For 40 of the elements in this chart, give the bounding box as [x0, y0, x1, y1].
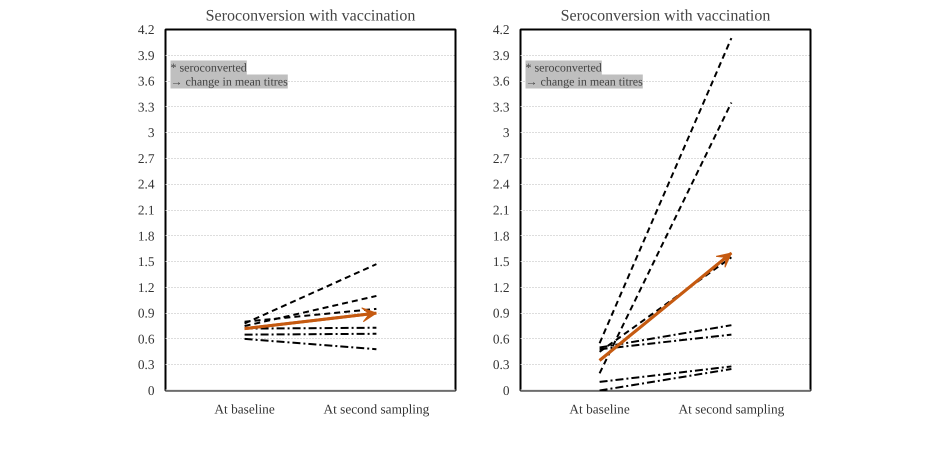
y-tick-label: 1.2: [138, 280, 155, 295]
y-tick-label: 1.8: [492, 228, 510, 244]
y-tick-label: 2.1: [138, 202, 155, 218]
annotation: * seroconverted: [170, 60, 247, 74]
y-tick-label: 0.6: [138, 331, 155, 346]
chart-title: Seroconversion with vaccination: [206, 8, 416, 24]
y-tick-label: 3.3: [138, 99, 155, 114]
y-tick-label: 0.3: [138, 357, 155, 372]
y-tick-label: 0: [148, 383, 155, 398]
y-tick-label: 0.9: [138, 306, 155, 321]
x-tick-label: At baseline: [214, 402, 275, 416]
y-tick-label: 1.8: [138, 228, 155, 244]
x-tick-label: At second sampling: [323, 402, 430, 416]
y-tick-label: 3: [502, 125, 510, 140]
y-tick-label: 3.6: [492, 74, 510, 89]
y-tick-label: 1.2: [492, 280, 510, 295]
chart-title: Seroconversion with vaccination: [560, 8, 770, 24]
y-tick-label: 1.5: [138, 254, 155, 270]
y-tick-label: 0: [502, 383, 510, 398]
y-tick-label: 2.4: [492, 176, 510, 192]
y-tick-label: 0.3: [492, 357, 510, 372]
y-tick-label: 3.3: [492, 99, 510, 114]
y-tick-label: 1.5: [492, 254, 510, 270]
y-tick-label: 0.6: [492, 331, 510, 346]
y-tick-label: 0.9: [492, 306, 510, 321]
annotation: → change in mean titres: [526, 74, 644, 88]
annotation: → change in mean titres: [170, 74, 288, 88]
x-tick-label: At baseline: [569, 402, 630, 416]
y-tick-label: 3.9: [138, 48, 155, 63]
y-tick-label: 2.4: [138, 176, 155, 192]
y-tick-label: 3.6: [138, 74, 155, 89]
y-tick-label: 2.1: [492, 202, 510, 218]
annotation: * seroconverted: [526, 60, 602, 74]
x-tick-label: At second sampling: [678, 402, 785, 416]
y-tick-label: 4.2: [138, 22, 155, 37]
y-tick-label: 3.9: [492, 48, 510, 63]
y-tick-label: 4.2: [492, 22, 510, 37]
y-tick-label: 2.7: [492, 150, 510, 166]
y-tick-label: 3: [148, 125, 155, 140]
y-tick-label: 2.7: [138, 150, 155, 166]
